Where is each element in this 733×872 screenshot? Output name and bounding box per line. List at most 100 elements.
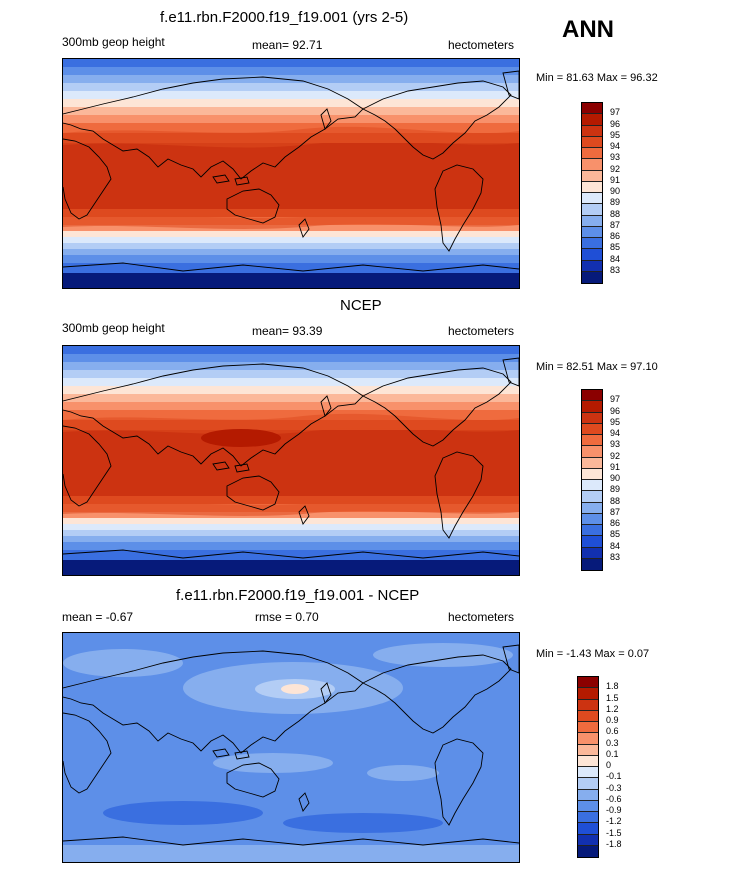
colorbar-tick-label: 91 [610, 174, 621, 185]
continent-outline [226, 188, 280, 224]
contour-band [63, 123, 519, 133]
colorbar-tick-label: 93 [610, 152, 621, 163]
panel3-title: f.e11.rbn.F2000.f19_f19.001 - NCEP [176, 587, 420, 604]
colorbar-swatch [582, 513, 602, 525]
colorbar-tick-label: 0.3 [606, 737, 619, 748]
contour-band [63, 413, 519, 435]
colorbar-tick-label: 89 [610, 197, 621, 208]
contour-band [63, 430, 519, 496]
contour-band [373, 643, 513, 667]
continent-outline [63, 712, 112, 794]
continent-outline [434, 451, 484, 539]
colorbar-tick-label: -1.8 [606, 838, 622, 849]
colorbar-tick-label: -0.9 [606, 805, 622, 815]
continent-outline [63, 262, 519, 272]
colorbar-tick-label: -0.3 [606, 782, 622, 793]
contour-band [63, 255, 519, 263]
panel1-units-label: hectometers [448, 38, 515, 52]
colorbar-tick-label: 0.9 [606, 715, 619, 725]
colorbar-tick-label: 84 [610, 253, 621, 264]
colorbar-swatch [578, 733, 598, 745]
colorbar-swatch [582, 271, 602, 283]
continent-outline [298, 505, 310, 525]
colorbar-tick-label: 0 [606, 760, 612, 770]
colorbar-swatch [582, 159, 602, 171]
colorbar-tick-label: 92 [610, 163, 621, 174]
continent-outline [298, 792, 310, 812]
colorbar-swatch [582, 435, 602, 447]
colorbar-swatch [582, 215, 602, 227]
colorbar-tick-label: 86 [610, 231, 621, 241]
contour-band [103, 801, 263, 825]
contour-band [367, 765, 439, 781]
contour-band [63, 536, 519, 542]
colorbar-swatch [582, 446, 602, 458]
contour-band [63, 126, 519, 148]
contour-band [63, 530, 519, 536]
continent-outline [434, 738, 484, 826]
colorbar-swatch [582, 114, 602, 126]
colorbar-swatch [582, 536, 602, 548]
colorbar-swatch [578, 677, 598, 689]
continent-outline [320, 682, 332, 704]
panel1-title: f.e11.rbn.F2000.f19_f19.001 (yrs 2-5) [160, 9, 409, 26]
contour-band [63, 845, 519, 862]
colorbar-tick-label: 86 [610, 518, 621, 528]
colorbar-swatch [578, 722, 598, 734]
contour-band [63, 243, 519, 249]
colorbar-swatch [582, 226, 602, 238]
colorbar-tick-label: -0.6 [606, 793, 622, 804]
contour-band [63, 362, 519, 370]
contour-band [63, 237, 519, 243]
contour-band [63, 209, 519, 217]
colorbar-tick-label: 88 [610, 208, 621, 219]
colorbar-swatch [578, 812, 598, 824]
continent-outline [502, 357, 519, 387]
panel3-mean-label: mean = -0.67 [62, 610, 134, 624]
continent-outline [361, 80, 512, 160]
contour-band [201, 429, 281, 447]
contour-band [63, 91, 519, 99]
colorbar-swatch [578, 823, 598, 835]
colorbar-tick-label: 83 [610, 551, 621, 562]
colorbar-swatch [582, 457, 602, 469]
contour-band [63, 213, 519, 229]
continent-outline [434, 164, 484, 252]
colorbar-tick-label: 1.2 [606, 703, 619, 714]
panel3-units-label: hectometers [448, 610, 515, 624]
contour-band [63, 75, 519, 83]
colorbar-swatch [578, 789, 598, 801]
colorbar-tick-label: 97 [610, 394, 621, 405]
continent-outline [212, 174, 250, 186]
colorbar-swatch [578, 744, 598, 756]
panel3-colorbar [577, 676, 599, 858]
contour-band [63, 496, 519, 504]
continent-outline [361, 367, 512, 447]
colorbar-tick-label: 96 [610, 405, 621, 416]
contour-band [63, 99, 519, 107]
colorbar-tick-label: 88 [610, 495, 621, 506]
colorbar-swatch [582, 193, 602, 205]
contour-band [63, 273, 519, 288]
contour-band [63, 263, 519, 273]
contour-band [281, 684, 309, 694]
contour-band [63, 560, 519, 575]
continent-outline [320, 108, 332, 130]
colorbar-tick-label: 84 [610, 540, 621, 551]
colorbar-tick-label: 1.5 [606, 692, 619, 703]
continent-outline [212, 748, 250, 760]
colorbar-swatch [582, 249, 602, 261]
panel2-minmax-label: Min = 82.51 Max = 97.10 [536, 361, 658, 373]
contour-band [63, 143, 519, 209]
contour-band [63, 346, 519, 354]
colorbar-tick-label: 91 [610, 461, 621, 472]
colorbar-swatch [582, 401, 602, 413]
colorbar-tick-label: 90 [610, 186, 621, 196]
panel1-left-label: 300mb geop height [62, 35, 165, 49]
colorbar-tick-label: 92 [610, 450, 621, 461]
continent-outline [63, 76, 364, 180]
colorbar-tick-label: -0.1 [606, 771, 622, 782]
contour-band [63, 67, 519, 75]
contour-band [63, 649, 183, 677]
colorbar-swatch [582, 468, 602, 480]
